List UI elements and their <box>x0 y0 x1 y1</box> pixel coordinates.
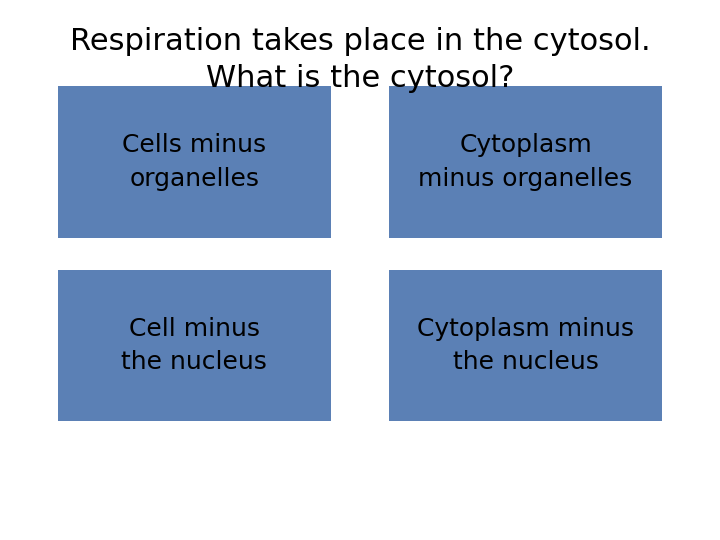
Text: Cytoplasm
minus organelles: Cytoplasm minus organelles <box>418 133 633 191</box>
Text: Cytoplasm minus
the nucleus: Cytoplasm minus the nucleus <box>417 317 634 374</box>
FancyBboxPatch shape <box>389 270 662 421</box>
Text: Cell minus
the nucleus: Cell minus the nucleus <box>122 317 267 374</box>
FancyBboxPatch shape <box>58 270 331 421</box>
Text: Cells minus
organelles: Cells minus organelles <box>122 133 266 191</box>
Text: Respiration takes place in the cytosol.
What is the cytosol?: Respiration takes place in the cytosol. … <box>70 27 650 93</box>
FancyBboxPatch shape <box>58 86 331 238</box>
FancyBboxPatch shape <box>389 86 662 238</box>
